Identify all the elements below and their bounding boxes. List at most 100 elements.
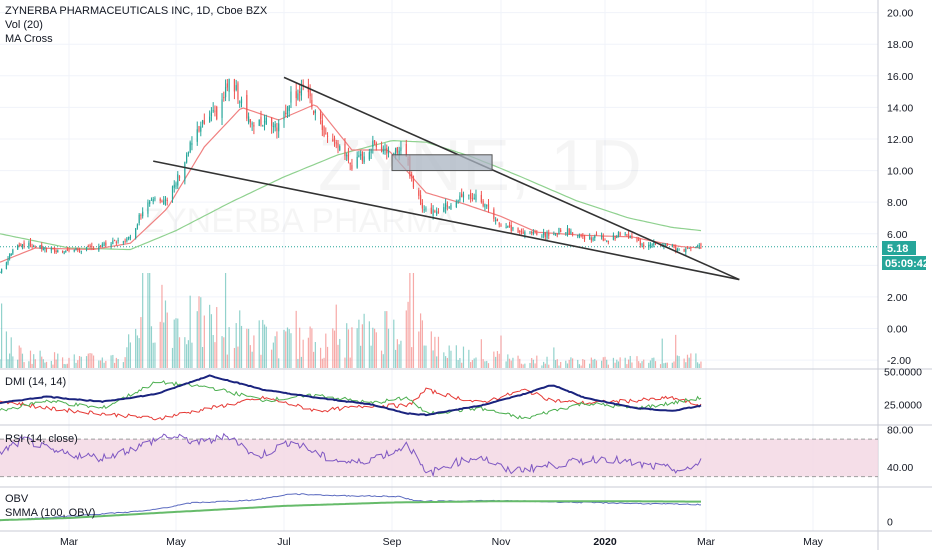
- candle-body[interactable]: [553, 234, 555, 236]
- candle-body[interactable]: [302, 84, 304, 86]
- candle-body[interactable]: [246, 94, 248, 119]
- candle-body[interactable]: [309, 89, 311, 97]
- candle-body[interactable]: [589, 236, 591, 239]
- candle-body[interactable]: [360, 154, 362, 156]
- candle-body[interactable]: [271, 117, 273, 127]
- candle-body[interactable]: [673, 245, 675, 249]
- candle-body[interactable]: [321, 120, 323, 130]
- candle-body[interactable]: [221, 99, 223, 118]
- candle-body[interactable]: [196, 129, 198, 142]
- candle-body[interactable]: [602, 235, 604, 241]
- candle-body[interactable]: [520, 230, 523, 232]
- candle-body[interactable]: [17, 245, 19, 250]
- candle-body[interactable]: [57, 250, 59, 253]
- candle-body[interactable]: [498, 223, 500, 225]
- candle-body[interactable]: [150, 199, 153, 201]
- candle-body[interactable]: [624, 234, 626, 236]
- candle-body[interactable]: [473, 197, 475, 200]
- candle-body[interactable]: [99, 246, 102, 248]
- candle-body[interactable]: [347, 154, 350, 161]
- candle-body[interactable]: [606, 240, 608, 242]
- candle-body[interactable]: [87, 245, 89, 247]
- candle-body[interactable]: [505, 226, 507, 228]
- lower-trendline[interactable]: [153, 160, 740, 281]
- candle-body[interactable]: [356, 156, 358, 168]
- candle-body[interactable]: [432, 209, 434, 216]
- candle-body[interactable]: [614, 235, 616, 240]
- candle-body[interactable]: [619, 232, 621, 236]
- candle-body[interactable]: [319, 112, 322, 119]
- candle-body[interactable]: [126, 238, 128, 242]
- price-axis[interactable]: 20.0018.0016.0014.0012.0010.008.006.004.…: [884, 8, 922, 529]
- candle-body[interactable]: [531, 231, 533, 233]
- candle-body[interactable]: [480, 194, 482, 203]
- candle-body[interactable]: [448, 207, 450, 209]
- candle-body[interactable]: [546, 233, 548, 238]
- candle-body[interactable]: [136, 224, 139, 229]
- candle-body[interactable]: [73, 250, 75, 252]
- candle-body[interactable]: [164, 199, 167, 201]
- candle-body[interactable]: [325, 133, 327, 135]
- candle-body[interactable]: [455, 201, 457, 207]
- candle-body[interactable]: [251, 123, 253, 125]
- candle-body[interactable]: [649, 244, 652, 246]
- candle-body[interactable]: [258, 119, 260, 126]
- candle-body[interactable]: [235, 85, 237, 90]
- candle-body[interactable]: [493, 209, 495, 219]
- candle-body[interactable]: [92, 247, 95, 250]
- candle-body[interactable]: [636, 238, 638, 241]
- candle-body[interactable]: [384, 148, 386, 150]
- candle-body[interactable]: [653, 242, 655, 245]
- candle-body[interactable]: [349, 162, 351, 165]
- candle-body[interactable]: [690, 247, 692, 249]
- candle-body[interactable]: [247, 116, 250, 123]
- candle-body[interactable]: [639, 240, 641, 245]
- candle-body[interactable]: [568, 228, 570, 235]
- candle-body[interactable]: [142, 211, 144, 217]
- candle-body[interactable]: [186, 154, 188, 163]
- candle-body[interactable]: [510, 225, 512, 232]
- candle-body[interactable]: [370, 149, 372, 154]
- candle-body[interactable]: [544, 233, 546, 237]
- rsi-label[interactable]: RSI (14, close): [5, 433, 78, 445]
- candle-body[interactable]: [214, 110, 216, 112]
- candle-body[interactable]: [184, 162, 186, 181]
- candle-body[interactable]: [237, 83, 239, 100]
- candle-body[interactable]: [361, 151, 363, 161]
- candle-body[interactable]: [339, 146, 341, 151]
- candle-body[interactable]: [18, 244, 20, 246]
- obv-label[interactable]: OBV: [5, 493, 29, 505]
- candle-body[interactable]: [39, 245, 41, 248]
- candle-body[interactable]: [278, 123, 280, 132]
- candle-body[interactable]: [398, 150, 400, 156]
- candle-body[interactable]: [461, 193, 463, 197]
- candle-body[interactable]: [335, 142, 337, 144]
- candle-body[interactable]: [260, 117, 262, 125]
- candle-body[interactable]: [578, 235, 581, 237]
- candle-body[interactable]: [532, 231, 534, 234]
- candle-body[interactable]: [560, 229, 562, 232]
- candle-body[interactable]: [101, 244, 103, 248]
- candlesticks[interactable]: [0, 78, 702, 274]
- candle-body[interactable]: [592, 238, 594, 241]
- candle-body[interactable]: [508, 224, 511, 227]
- candle-body[interactable]: [405, 144, 407, 157]
- candle-body[interactable]: [436, 211, 438, 215]
- candle-body[interactable]: [91, 245, 93, 247]
- candle-body[interactable]: [112, 240, 114, 244]
- candle-body[interactable]: [173, 184, 175, 188]
- candle-body[interactable]: [326, 135, 329, 137]
- candle-body[interactable]: [203, 120, 205, 125]
- candle-body[interactable]: [20, 244, 22, 246]
- upper-trendline[interactable]: [283, 76, 740, 281]
- candle-body[interactable]: [484, 203, 486, 208]
- candle-body[interactable]: [9, 254, 11, 259]
- candle-body[interactable]: [482, 200, 484, 206]
- candle-body[interactable]: [323, 126, 325, 136]
- candle-body[interactable]: [666, 244, 668, 246]
- candle-body[interactable]: [543, 232, 545, 236]
- candle-body[interactable]: [178, 176, 181, 178]
- candle-body[interactable]: [272, 126, 274, 128]
- candle-body[interactable]: [154, 198, 156, 200]
